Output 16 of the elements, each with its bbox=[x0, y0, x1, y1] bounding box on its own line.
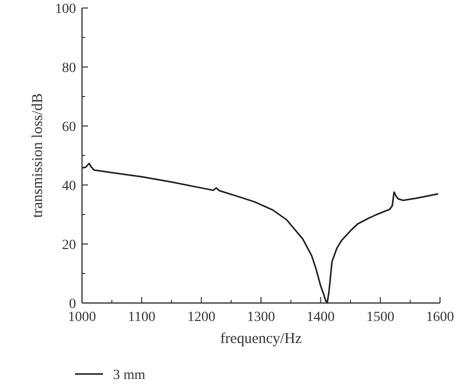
x-tick-label: 1200 bbox=[187, 310, 216, 325]
x-tick-label: 1600 bbox=[426, 310, 454, 325]
x-tick-label: 1300 bbox=[247, 310, 275, 325]
x-tick-label: 1500 bbox=[366, 310, 394, 325]
x-tick-label: 1400 bbox=[306, 310, 335, 325]
legend-label: 3 mm bbox=[113, 368, 146, 383]
y-tick-label: 0 bbox=[69, 297, 76, 312]
x-axis-title: frequency/Hz bbox=[220, 331, 302, 347]
y-tick-label: 100 bbox=[55, 2, 76, 17]
y-axis-title: transmission loss/dB bbox=[30, 93, 46, 218]
y-tick-label: 40 bbox=[62, 179, 76, 194]
y-tick-label: 20 bbox=[62, 238, 76, 253]
x-tick-label: 1000 bbox=[68, 310, 96, 325]
x-tick-label: 1100 bbox=[128, 310, 156, 325]
y-tick-label: 60 bbox=[62, 120, 76, 135]
y-tick-label: 80 bbox=[62, 61, 76, 76]
